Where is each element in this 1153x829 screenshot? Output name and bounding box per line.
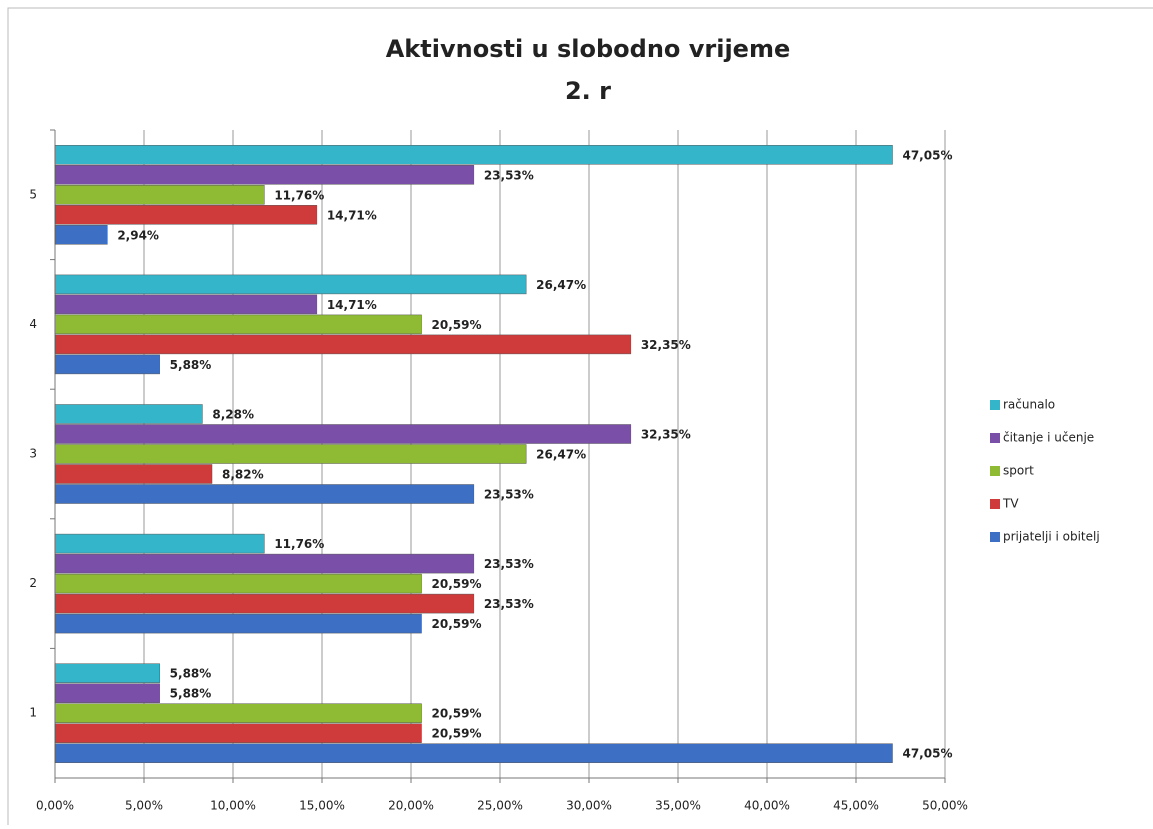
bar bbox=[54, 683, 160, 703]
bar bbox=[54, 743, 893, 763]
value-label: 11,76% bbox=[274, 188, 324, 202]
value-label: 20,59% bbox=[432, 707, 482, 721]
bar bbox=[54, 185, 265, 205]
x-tick-label: 20,00% bbox=[388, 799, 434, 813]
value-label: 2,94% bbox=[117, 228, 159, 242]
legend-label: sport bbox=[1003, 464, 1034, 478]
bar bbox=[54, 593, 475, 614]
value-label: 5,88% bbox=[170, 358, 212, 372]
y-tick-label: 2 bbox=[29, 576, 37, 590]
value-label: 47,05% bbox=[902, 747, 952, 761]
value-label: 47,05% bbox=[902, 148, 952, 162]
x-tick-label: 15,00% bbox=[299, 799, 345, 813]
value-label: 5,88% bbox=[170, 687, 212, 701]
bar bbox=[54, 703, 422, 723]
x-tick-label: 5,00% bbox=[125, 799, 163, 813]
value-label: 8,82% bbox=[222, 468, 264, 482]
bar bbox=[54, 533, 265, 554]
bar bbox=[54, 165, 475, 185]
legend-label: računalo bbox=[1003, 398, 1055, 412]
chart-frame bbox=[7, 7, 1153, 829]
x-tick-label: 50,00% bbox=[922, 799, 968, 813]
bar bbox=[54, 404, 203, 424]
bar bbox=[54, 484, 475, 504]
y-tick-label: 1 bbox=[29, 706, 37, 720]
bar bbox=[54, 294, 318, 315]
bar bbox=[54, 274, 527, 295]
bar bbox=[54, 145, 893, 165]
legend-swatch bbox=[990, 532, 1000, 542]
value-label: 20,59% bbox=[432, 577, 482, 591]
bar bbox=[54, 444, 527, 464]
bar bbox=[54, 613, 422, 634]
bar bbox=[54, 205, 318, 225]
y-tick-label: 3 bbox=[29, 447, 37, 461]
bar bbox=[54, 225, 108, 245]
bar bbox=[54, 424, 632, 444]
x-tick-label: 40,00% bbox=[744, 799, 790, 813]
x-tick-label: 10,00% bbox=[210, 799, 256, 813]
value-label: 20,59% bbox=[432, 727, 482, 741]
x-tick-label: 30,00% bbox=[566, 799, 612, 813]
x-tick-label: 35,00% bbox=[655, 799, 701, 813]
value-label: 20,59% bbox=[432, 318, 482, 332]
value-label: 23,53% bbox=[484, 488, 534, 502]
legend-label: čitanje i učenje bbox=[1003, 431, 1094, 445]
y-tick-label: 4 bbox=[29, 317, 37, 331]
value-label: 14,71% bbox=[327, 208, 377, 222]
x-tick-label: 0,00% bbox=[36, 799, 74, 813]
y-tick-label: 5 bbox=[29, 187, 37, 201]
chart-subtitle: 2. r bbox=[565, 77, 611, 105]
chart-title: Aktivnosti u slobodno vrijeme bbox=[386, 35, 791, 63]
bar bbox=[54, 553, 475, 574]
value-label: 23,53% bbox=[484, 168, 534, 182]
bar bbox=[54, 663, 160, 683]
x-tick-label: 45,00% bbox=[833, 799, 879, 813]
bar bbox=[54, 334, 632, 355]
value-label: 26,47% bbox=[536, 278, 586, 292]
value-label: 14,71% bbox=[327, 298, 377, 312]
value-label: 23,53% bbox=[484, 557, 534, 571]
value-label: 20,59% bbox=[432, 617, 482, 631]
bar bbox=[54, 464, 213, 484]
legend-label: prijatelji i obitelj bbox=[1003, 530, 1100, 544]
legend-swatch bbox=[990, 400, 1000, 410]
bar bbox=[54, 314, 422, 335]
bar bbox=[54, 354, 160, 375]
value-label: 8,28% bbox=[212, 408, 254, 422]
legend-swatch bbox=[990, 433, 1000, 443]
legend-swatch bbox=[990, 466, 1000, 476]
bar bbox=[54, 723, 422, 743]
value-label: 11,76% bbox=[274, 537, 324, 551]
legend-swatch bbox=[990, 499, 1000, 509]
value-label: 32,35% bbox=[641, 338, 691, 352]
value-label: 23,53% bbox=[484, 597, 534, 611]
legend-label: TV bbox=[1002, 497, 1019, 511]
x-tick-label: 25,00% bbox=[477, 799, 523, 813]
value-label: 5,88% bbox=[170, 667, 212, 681]
value-label: 32,35% bbox=[641, 428, 691, 442]
value-label: 26,47% bbox=[536, 448, 586, 462]
bar bbox=[54, 573, 422, 594]
